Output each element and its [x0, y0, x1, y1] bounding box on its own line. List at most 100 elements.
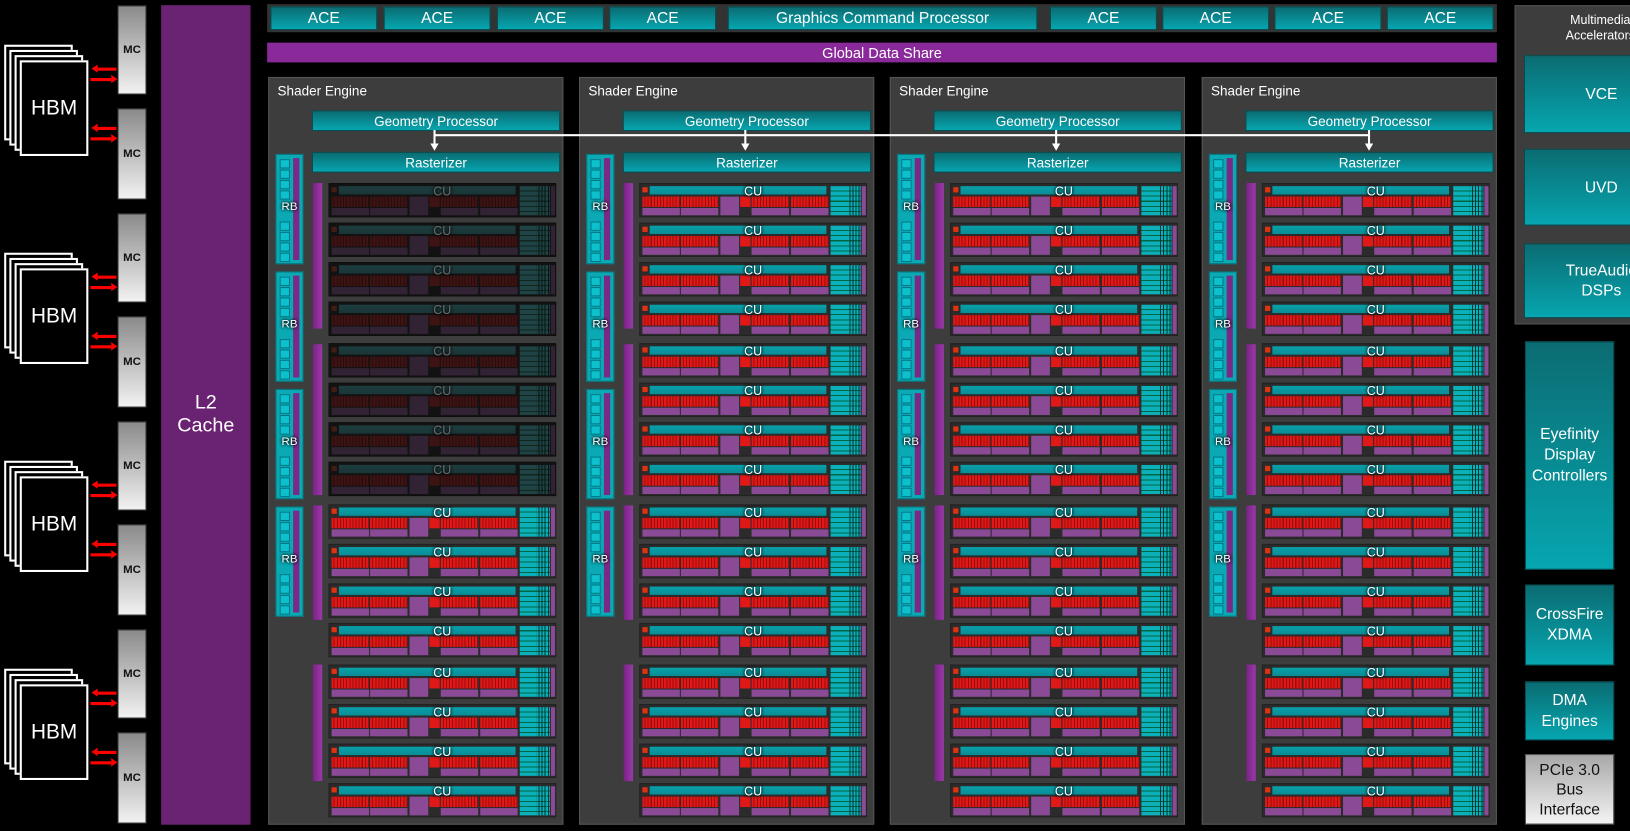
- cu-scalar-unit: [953, 747, 959, 753]
- cu-texture-grid: [847, 346, 861, 376]
- simd-block: [331, 436, 370, 447]
- register-block: [953, 607, 991, 616]
- rb-cell: [1213, 487, 1224, 498]
- simd-block: [1303, 517, 1341, 528]
- simd-block: [1101, 757, 1140, 768]
- register-block: [1062, 768, 1100, 776]
- rb-cell: [1213, 414, 1224, 425]
- register-block: [1265, 407, 1303, 416]
- cu-scheduler: [720, 396, 740, 416]
- register-block: [991, 326, 1030, 334]
- register-block: [1265, 487, 1303, 495]
- cu-label: CU: [1054, 184, 1073, 199]
- simd-block: [953, 517, 991, 528]
- cu-lds-bar: [960, 186, 1138, 195]
- cu-scalar-alu: [1362, 196, 1374, 207]
- eyefinity-display-controllers: Eyefinity Display Controllers: [1524, 341, 1615, 570]
- cu-scalar-alu: [1362, 517, 1374, 528]
- compute-unit: CU: [328, 422, 557, 457]
- cu-texture-grid: [847, 707, 861, 737]
- simd-block: [1303, 236, 1341, 247]
- register-block: [953, 647, 991, 655]
- render-backend: RB: [1208, 388, 1238, 500]
- rb-cell: [1213, 231, 1224, 242]
- cu-cache-strip: [1484, 186, 1489, 216]
- cu-scalar-unit: [642, 387, 648, 393]
- simd-block: [642, 677, 680, 689]
- simd-block: [480, 517, 518, 528]
- register-block: [1265, 247, 1303, 255]
- register-block: [1413, 487, 1452, 495]
- cu-scalar-alu: [740, 315, 751, 326]
- simd-block: [480, 557, 518, 568]
- cu-cache-strip: [1172, 707, 1177, 737]
- register-block: [991, 568, 1030, 576]
- simd-block: [1265, 717, 1303, 728]
- register-block: [480, 247, 518, 255]
- cu-texture-grid: [1158, 225, 1172, 255]
- register-block: [751, 807, 789, 816]
- cu-cache-strip: [550, 746, 556, 776]
- simd-block: [991, 757, 1030, 768]
- simd-block: [791, 396, 829, 407]
- register-block: [1265, 287, 1303, 295]
- rb-cell: [901, 532, 912, 542]
- register-block: [680, 287, 719, 295]
- register-block: [331, 326, 370, 334]
- arrow-left-icon: [91, 747, 117, 757]
- rb-cell: [590, 287, 601, 297]
- register-block: [1101, 728, 1140, 737]
- ace-block: ACE: [270, 6, 378, 31]
- simd-block: [480, 315, 518, 326]
- arrow-left-icon: [91, 539, 117, 549]
- register-block: [331, 447, 370, 455]
- rb-cell: [901, 252, 912, 263]
- rb-cell: [901, 594, 912, 605]
- register-block: [440, 568, 479, 576]
- register-block: [751, 487, 789, 495]
- cu-scheduler: [1343, 436, 1362, 455]
- register-block: [642, 368, 680, 376]
- render-backend: RB: [275, 153, 304, 265]
- cu-label: CU: [1366, 384, 1385, 399]
- simd-block: [680, 475, 719, 486]
- cu-scheduler: [409, 517, 429, 537]
- register-block: [680, 407, 719, 416]
- register-block: [1374, 247, 1412, 255]
- crossfire-xdma: CrossFire XDMA: [1524, 584, 1615, 666]
- rb-label: RB: [281, 435, 298, 449]
- register-block: [1265, 326, 1303, 334]
- cu-scheduler: [409, 475, 429, 495]
- register-block: [751, 568, 789, 576]
- cu-texture-grid: [1469, 386, 1484, 416]
- cu-cache-strip: [550, 507, 556, 537]
- cu-texture-grid: [536, 465, 550, 495]
- cu-cache-strip: [861, 746, 866, 776]
- rb-cell: [901, 487, 912, 498]
- cu-scheduler: [409, 596, 429, 616]
- rb-cell: [1213, 605, 1224, 615]
- rb-label: RB: [1215, 435, 1231, 449]
- register-block: [751, 689, 789, 697]
- cu-lds-bar: [960, 546, 1138, 555]
- arrow-right-icon: [90, 758, 118, 767]
- simd-block: [1062, 236, 1100, 247]
- register-block: [1303, 368, 1341, 376]
- compute-unit: CU: [639, 343, 867, 378]
- register-block: [1374, 287, 1412, 295]
- simd-block: [680, 636, 719, 647]
- simd-block: [331, 796, 370, 807]
- cu-texture-grid: [536, 625, 550, 655]
- simd-block: [480, 717, 518, 728]
- cu-cache-strip: [550, 707, 556, 737]
- register-block: [1101, 407, 1140, 416]
- rb-cell: [1213, 542, 1224, 553]
- simd-block: [440, 275, 479, 286]
- simd-block: [1374, 717, 1412, 728]
- rb-cell: [279, 339, 291, 349]
- rb-cell: [279, 370, 291, 380]
- arrow-right-icon: [90, 282, 118, 292]
- cu-label: CU: [744, 384, 763, 399]
- compute-unit: CU: [1261, 743, 1490, 778]
- rb-cell: [1213, 252, 1224, 263]
